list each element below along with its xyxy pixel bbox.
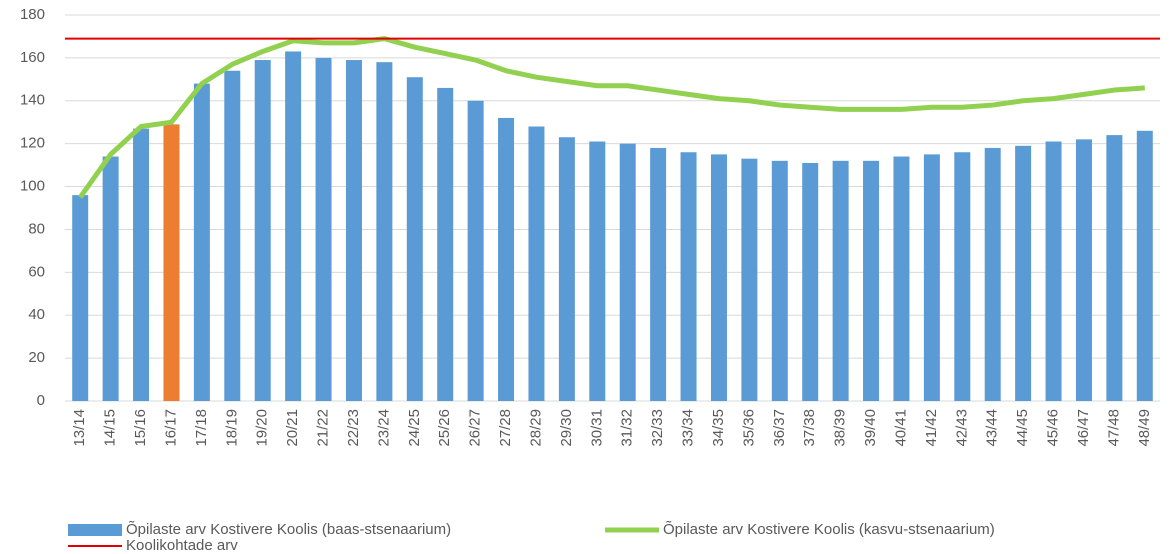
x-tick-label: 41/42 xyxy=(923,409,940,447)
x-tick-label: 47/48 xyxy=(1105,409,1122,447)
bar xyxy=(133,128,150,401)
x-tick-label: 15/16 xyxy=(132,409,149,447)
bar xyxy=(710,154,727,401)
bar xyxy=(1136,130,1153,402)
bar xyxy=(376,62,393,402)
x-tick-label: 45/46 xyxy=(1045,409,1062,447)
x-tick-label: 18/19 xyxy=(223,409,240,447)
bar xyxy=(741,158,758,401)
x-tick-label: 30/31 xyxy=(588,409,605,447)
x-tick-label: 32/33 xyxy=(649,409,666,447)
bar xyxy=(163,124,180,401)
x-tick-label: 17/18 xyxy=(193,409,210,447)
y-tick-label: 20 xyxy=(28,349,45,366)
y-tick-label: 100 xyxy=(20,178,45,195)
x-tick-label: 20/21 xyxy=(284,409,301,447)
x-tick-label: 14/15 xyxy=(102,409,119,447)
x-tick-label: 23/24 xyxy=(375,409,392,447)
bar xyxy=(589,141,606,401)
x-tick-label: 16/17 xyxy=(162,409,179,447)
bar xyxy=(802,162,819,401)
bar xyxy=(102,156,119,401)
y-tick-label: 120 xyxy=(20,135,45,152)
y-tick-label: 0 xyxy=(37,392,45,409)
bar xyxy=(680,152,697,401)
line-series xyxy=(78,36,1145,199)
legend-label: Õpilaste arv Kostivere Koolis (kasvu-sts… xyxy=(663,521,995,538)
bar xyxy=(863,160,880,401)
legend-swatch xyxy=(68,524,122,536)
bar xyxy=(832,160,849,401)
bar xyxy=(285,51,302,401)
bar xyxy=(224,70,241,401)
x-tick-label: 29/30 xyxy=(558,409,575,447)
bar xyxy=(1045,141,1062,401)
x-tick-label: 39/40 xyxy=(862,409,879,447)
x-tick-label: 48/49 xyxy=(1136,409,1153,447)
bar xyxy=(498,117,515,401)
bar xyxy=(315,57,332,402)
bar xyxy=(1015,145,1032,401)
bar xyxy=(923,154,940,401)
x-tick-label: 26/27 xyxy=(467,409,484,447)
x-tick-label: 44/45 xyxy=(1014,409,1031,447)
x-tick-label: 40/41 xyxy=(892,409,909,447)
bar xyxy=(650,147,667,401)
x-tick-label: 27/28 xyxy=(497,409,514,447)
bar xyxy=(558,137,575,401)
bar xyxy=(984,147,1001,401)
bar xyxy=(254,60,271,402)
bar xyxy=(437,87,454,402)
x-tick-label: 35/36 xyxy=(740,409,757,447)
y-tick-label: 40 xyxy=(28,306,45,323)
x-tick-label: 33/34 xyxy=(680,409,697,447)
y-tick-label: 160 xyxy=(20,49,45,66)
bar xyxy=(1106,135,1123,402)
x-tick-label: 38/39 xyxy=(832,409,849,447)
bar xyxy=(893,156,910,401)
x-tick-label: 19/20 xyxy=(254,409,271,447)
x-tick-label: 36/37 xyxy=(771,409,788,447)
x-tick-label: 25/26 xyxy=(436,409,453,447)
x-tick-label: 28/29 xyxy=(527,409,544,447)
x-tick-label: 43/44 xyxy=(984,409,1001,447)
bar xyxy=(771,160,788,401)
bar xyxy=(1075,139,1092,401)
x-tick-label: 34/35 xyxy=(710,409,727,447)
y-tick-label: 60 xyxy=(28,263,45,280)
bar xyxy=(528,126,545,401)
y-tick-label: 140 xyxy=(20,92,45,109)
legend-label: Õpilaste arv Kostivere Koolis (baas-stse… xyxy=(126,521,451,538)
x-tick-label: 21/22 xyxy=(315,409,332,447)
x-tick-label: 24/25 xyxy=(406,409,423,447)
bar xyxy=(954,152,971,401)
y-tick-label: 80 xyxy=(28,220,45,237)
legend-label: Koolikohtade arv xyxy=(126,537,238,554)
x-tick-label: 13/14 xyxy=(71,409,88,447)
bar xyxy=(467,100,484,402)
bar xyxy=(345,60,362,402)
bar xyxy=(406,77,423,401)
x-tick-label: 46/47 xyxy=(1075,409,1092,447)
x-tick-label: 37/38 xyxy=(801,409,818,447)
bar xyxy=(72,195,89,401)
x-tick-label: 22/23 xyxy=(345,409,362,447)
bar xyxy=(619,143,636,401)
x-tick-label: 42/43 xyxy=(953,409,970,447)
y-tick-label: 180 xyxy=(20,6,45,23)
bar xyxy=(193,83,210,401)
x-tick-label: 31/32 xyxy=(619,409,636,447)
